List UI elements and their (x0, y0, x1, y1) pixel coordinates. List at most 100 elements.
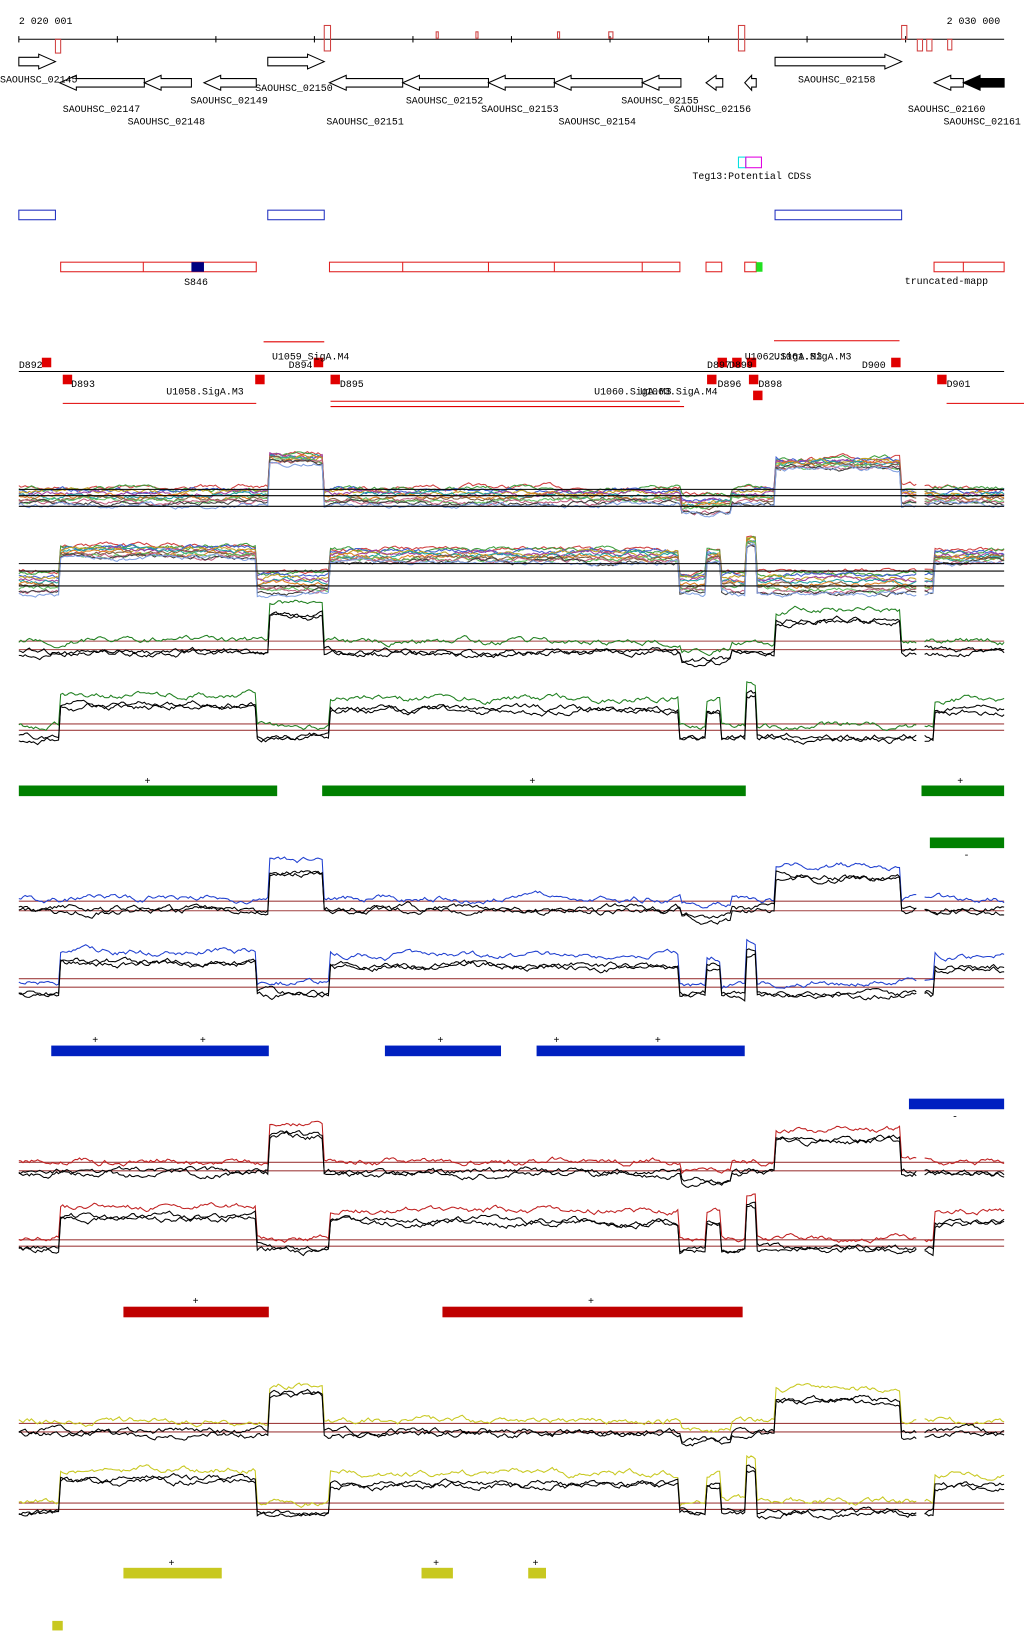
red-box (705, 261, 723, 273)
red-box (933, 261, 1005, 273)
signal-trace (18, 938, 1005, 991)
signal-trace (18, 1201, 1005, 1254)
transcript-bar (442, 1306, 743, 1318)
ruler-feature (737, 24, 746, 52)
ruler-feature (323, 24, 332, 52)
signal-trace (18, 610, 1005, 663)
cds-box (745, 156, 762, 169)
transcript-bar (536, 1045, 745, 1057)
transcript-bar (18, 785, 278, 797)
label: U1058.SigA.M3 (166, 386, 243, 398)
signal-trace (18, 611, 1005, 668)
label: D899 (729, 361, 753, 372)
label: U1063.SigA.M4 (640, 386, 717, 398)
label: SAOUHSC_02149 (190, 96, 267, 107)
signal-trace (18, 543, 1005, 599)
transcript-bar (384, 1045, 502, 1057)
signal-trace (18, 599, 1005, 657)
label: SAOUHSC_02155 (621, 96, 698, 107)
signal-trace (18, 1193, 1005, 1244)
label: + (437, 1036, 443, 1047)
gene-arrow (774, 53, 903, 70)
label: + (533, 1559, 539, 1570)
signal-trace (18, 455, 1005, 511)
green-box (756, 262, 763, 272)
transcript-bar (421, 1567, 453, 1579)
label: + (655, 1036, 661, 1047)
label: + (588, 1297, 594, 1308)
ruler-feature (947, 38, 953, 51)
promoter-mark (746, 357, 757, 368)
label: SAOUHSC_02148 (128, 118, 205, 129)
signal-trace (18, 689, 1005, 746)
transcript-bar (123, 1567, 222, 1579)
signal-trace (18, 540, 1005, 584)
promoter-mark (748, 374, 759, 385)
label: + (92, 1036, 98, 1047)
label: + (200, 1036, 206, 1047)
ruler-feature (926, 38, 933, 52)
label: D894 (289, 361, 313, 372)
signal-trace (18, 681, 1005, 732)
label: S846 (184, 278, 208, 289)
promoter-mark (732, 357, 742, 368)
label: Teg13:Potential CDSs (692, 171, 811, 183)
gene-arrow (487, 74, 555, 92)
label: SAOUHSC_02160 (908, 105, 985, 116)
structure (18, 38, 1005, 373)
label: D900 (862, 361, 886, 372)
transcript-bar (929, 837, 1005, 849)
promoter-mark (330, 374, 340, 385)
label: SAOUHSC_02145 (0, 75, 77, 86)
label: truncated-mapp (905, 276, 988, 288)
label: - (952, 1112, 958, 1123)
gene-arrow (202, 74, 257, 92)
label: D898 (758, 380, 782, 391)
promoter-mark (707, 374, 717, 385)
label: U1060.SigA.M3 (594, 386, 671, 398)
gene-arrow (267, 53, 326, 70)
label: SAOUHSC_02152 (406, 96, 483, 107)
gene-arrow (553, 74, 643, 92)
ruler-feature (608, 31, 614, 39)
gene-arrow (18, 53, 57, 70)
label: D892 (19, 361, 43, 372)
gene-arrow (58, 74, 145, 92)
ruler-feature (475, 31, 479, 39)
promoter-mark (313, 357, 324, 368)
label: U1059_SigA.M4 (272, 351, 349, 363)
label: D901 (947, 380, 971, 391)
promoter-mark (62, 374, 73, 385)
transcript-bar (322, 785, 746, 797)
gene-arrow (705, 74, 724, 92)
transcript-bar (51, 1045, 269, 1057)
ruler-feature (54, 38, 62, 54)
label: U1061.SigA.M3 (774, 351, 851, 363)
signal-trace (18, 1454, 1005, 1509)
ruler-feature (556, 31, 561, 39)
cds-box (737, 156, 747, 169)
label: + (957, 777, 963, 788)
signal-trace (18, 1382, 1005, 1433)
transcript-bar (921, 785, 1005, 797)
blue-box (267, 209, 325, 221)
transcript-bar (908, 1098, 1005, 1110)
gene-arrow (962, 74, 1005, 92)
signal-trace (18, 1204, 1005, 1257)
label: 2 020 001 (19, 17, 73, 28)
signal-trace (18, 856, 1005, 909)
signal-trace (18, 1120, 1005, 1175)
label: SAOUHSC_02154 (559, 118, 636, 129)
promoter-mark (717, 357, 727, 368)
label: D896 (718, 380, 742, 391)
promoter-mark (255, 374, 265, 385)
signal-trace (18, 953, 1005, 1002)
label: SAOUHSC_02147 (63, 105, 140, 116)
label: SAOUHSC_02151 (326, 118, 403, 129)
promoter-mark (891, 357, 901, 368)
gene-arrow (932, 74, 964, 92)
label: SAOUHSC_02150 (255, 84, 332, 95)
transcript-bar (528, 1567, 546, 1579)
label: + (169, 1559, 175, 1570)
red-box (60, 261, 257, 273)
